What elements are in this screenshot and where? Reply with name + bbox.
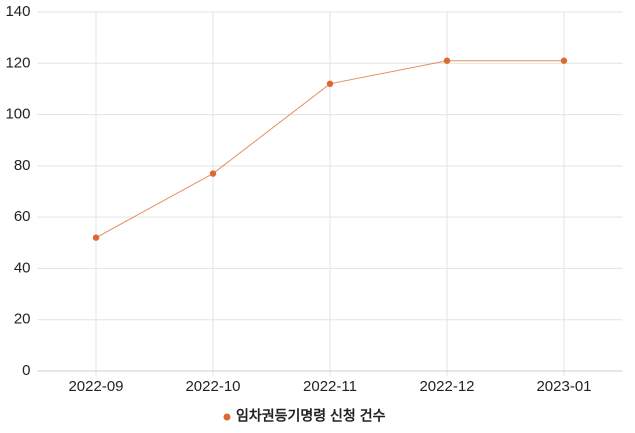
y-tick-label: 0 [22, 362, 30, 379]
point [92, 234, 100, 241]
x-tick-label: 2022-11 [303, 378, 357, 395]
x-tick-label: 2022-12 [419, 378, 474, 395]
point [443, 57, 451, 64]
y-tick-label: 80 [14, 157, 31, 174]
y-tick-label: 100 [5, 106, 30, 123]
legend-label: 임차권등기명령 신청 건수 [236, 408, 386, 424]
legend-marker [223, 413, 231, 421]
x-tick-label: 2022-09 [68, 378, 123, 395]
y-tick-label: 40 [14, 259, 31, 276]
x-tick-label: 2023-01 [536, 378, 591, 395]
x-tick-label: 2022-10 [185, 378, 240, 395]
y-tick-label: 60 [14, 208, 31, 225]
y-tick-label: 140 [5, 3, 30, 20]
point [326, 80, 334, 88]
point [560, 57, 568, 64]
point [209, 170, 217, 177]
y-tick-label: 20 [14, 311, 31, 328]
y-tick-label: 120 [5, 54, 30, 71]
